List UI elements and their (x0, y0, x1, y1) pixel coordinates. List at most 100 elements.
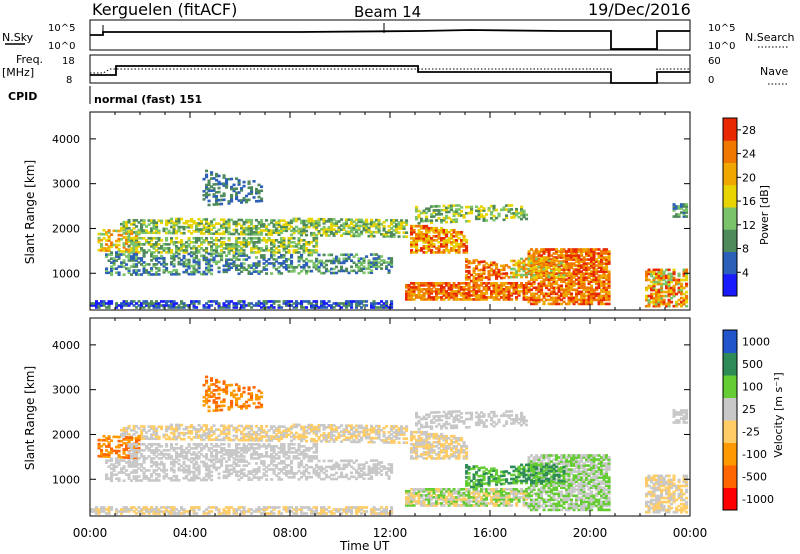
power-cell (415, 232, 419, 236)
power-cell (340, 306, 344, 309)
velocity-cell (205, 444, 209, 448)
power-cell (257, 183, 261, 187)
power-cell (577, 286, 581, 290)
power-cell (235, 222, 239, 226)
power-cell (462, 238, 466, 242)
power-cell (537, 254, 541, 257)
power-cell (180, 231, 184, 235)
power-cell (120, 237, 124, 241)
power-cell (532, 265, 536, 269)
power-cell (372, 261, 376, 264)
velocity-cell (235, 403, 239, 407)
velocity-cell (215, 396, 219, 400)
power-cell (92, 304, 96, 307)
power-cell (202, 218, 206, 221)
power-cell (565, 266, 569, 269)
power-cell (352, 255, 356, 259)
velocity-cell (205, 436, 209, 439)
velocity-cell (192, 436, 196, 439)
velocity-cell (125, 436, 129, 439)
power-cell (157, 251, 161, 254)
velocity-cell (205, 426, 209, 429)
power-cell (350, 259, 354, 263)
power-cell (675, 282, 679, 286)
power-cell (495, 286, 499, 289)
power-cell (187, 238, 191, 242)
power-cell (682, 272, 686, 276)
power-cell (570, 300, 574, 304)
power-cell (327, 228, 331, 231)
power-cell (195, 224, 199, 227)
power-cell (417, 288, 421, 291)
power-cell (130, 249, 134, 252)
velocity-cell (300, 427, 304, 431)
power-cell (515, 207, 519, 211)
velocity-cell (110, 447, 114, 451)
velocity-cell (167, 453, 171, 456)
velocity-cell (255, 453, 259, 456)
power-cell (435, 288, 439, 291)
power-cell (132, 269, 136, 272)
velocity-cell (380, 439, 384, 442)
power-cell (425, 215, 429, 219)
power-cell (317, 232, 321, 235)
power-cell (570, 248, 574, 251)
power-cell (447, 249, 451, 252)
power-cell (605, 298, 609, 302)
power-cell (210, 220, 214, 223)
power-cell (317, 259, 321, 263)
power-cell (127, 248, 131, 252)
power-cell (472, 279, 476, 283)
power-cell (225, 264, 229, 268)
power-cell (337, 269, 341, 273)
velocity-cell (257, 395, 261, 399)
power-cell (220, 306, 224, 309)
power-cell (600, 268, 604, 271)
velocity-cell (252, 437, 256, 440)
power-cell (232, 232, 236, 236)
power-cell (240, 232, 244, 236)
power-cell (200, 254, 204, 258)
velocity-cell (107, 445, 111, 448)
power-cell (537, 298, 541, 302)
power-cell (515, 275, 519, 279)
power-cell (540, 290, 544, 294)
power-cell (175, 236, 179, 240)
power-cell (587, 250, 591, 253)
velocity-cell (255, 451, 259, 454)
power-cell (432, 234, 436, 238)
power-cell (315, 302, 319, 305)
velocity-cell (370, 438, 374, 442)
power-cell (147, 219, 151, 222)
power-cell (427, 243, 431, 246)
power-cell (345, 259, 349, 263)
power-cell (670, 288, 674, 292)
power-cell (572, 302, 576, 306)
velocity-cell (220, 451, 224, 454)
power-cell (165, 266, 169, 270)
velocity-cell (265, 453, 269, 456)
power-cell (412, 230, 416, 234)
power-cell (415, 209, 419, 213)
power-cell (145, 231, 149, 234)
velocity-cell (152, 451, 156, 454)
power-cell (230, 187, 234, 191)
power-cell (540, 263, 544, 267)
velocity-cell (232, 426, 236, 430)
velocity-cell (152, 442, 156, 446)
power-cell (112, 261, 116, 264)
power-cell (575, 300, 579, 304)
power-cell (395, 227, 399, 230)
power-cell (222, 226, 226, 230)
power-cell (430, 292, 434, 295)
velocity-cell (352, 438, 356, 442)
velocity-cell (225, 388, 229, 391)
velocity-cell (215, 378, 219, 382)
power-cell (255, 266, 259, 269)
velocity-cell (265, 435, 269, 438)
velocity-cell (265, 425, 269, 428)
power-cell (115, 259, 119, 262)
power-cell (307, 241, 311, 244)
power-cell (492, 218, 496, 222)
power-cell (667, 276, 671, 280)
